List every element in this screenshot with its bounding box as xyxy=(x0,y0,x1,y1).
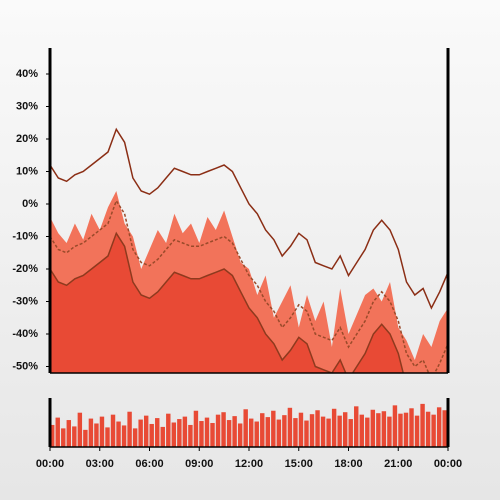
bar xyxy=(121,425,127,447)
bar xyxy=(381,411,387,447)
bar xyxy=(309,414,315,447)
bar xyxy=(271,410,276,447)
bar xyxy=(221,412,226,447)
bar xyxy=(188,424,193,447)
bar xyxy=(143,415,149,447)
bar xyxy=(304,420,309,447)
bar xyxy=(237,423,243,447)
plot-area xyxy=(50,127,448,373)
bar xyxy=(249,418,254,447)
bar xyxy=(287,407,293,447)
bar xyxy=(254,421,259,447)
bar xyxy=(354,406,359,447)
bar xyxy=(276,419,282,447)
bar xyxy=(315,410,320,447)
y-tick-label: -30% xyxy=(12,295,38,307)
line xyxy=(50,199,448,373)
bar xyxy=(431,414,436,447)
bar xyxy=(204,417,210,447)
bar xyxy=(116,421,121,447)
x-tick-label: 03:00 xyxy=(86,458,114,470)
y-tick-label: -50% xyxy=(12,360,38,372)
y-tick-label: -10% xyxy=(12,230,38,242)
bar xyxy=(293,418,298,447)
y-tick-label: 10% xyxy=(16,165,38,177)
y-tick-label: -20% xyxy=(12,263,38,275)
bar xyxy=(420,403,425,447)
bar xyxy=(77,412,83,447)
x-tick-label: 06:00 xyxy=(135,458,163,470)
bar xyxy=(171,422,177,447)
bar xyxy=(243,409,248,447)
y-tick-label: -40% xyxy=(12,328,38,340)
line xyxy=(50,127,448,310)
bar xyxy=(442,410,447,447)
bar xyxy=(83,429,88,447)
bar xyxy=(66,420,72,447)
y-tick-label: 40% xyxy=(16,68,38,80)
bar xyxy=(392,405,398,447)
bar xyxy=(193,410,199,447)
x-tick-label: 12:00 xyxy=(235,458,263,470)
bar xyxy=(320,416,326,447)
bar xyxy=(99,416,105,447)
bar xyxy=(182,416,188,447)
bar xyxy=(436,407,442,447)
x-tick-label: 00:00 xyxy=(434,458,462,470)
bar xyxy=(88,418,94,447)
bar xyxy=(359,414,364,447)
bar xyxy=(409,408,414,447)
bar xyxy=(331,408,337,447)
bar xyxy=(160,426,165,447)
bar xyxy=(398,413,403,447)
bar xyxy=(127,411,132,447)
bar xyxy=(282,415,287,447)
bar xyxy=(149,423,154,447)
x-tick-label: 09:00 xyxy=(185,458,213,470)
bar xyxy=(210,422,215,447)
bar xyxy=(387,416,392,447)
area xyxy=(50,233,404,373)
bar xyxy=(110,414,116,447)
bar xyxy=(132,428,138,447)
bar xyxy=(155,418,160,447)
bar xyxy=(226,420,232,447)
bar xyxy=(94,423,99,447)
x-tick-label: 21:00 xyxy=(384,458,412,470)
bar xyxy=(232,416,237,447)
bar xyxy=(365,417,370,447)
bar xyxy=(215,414,221,447)
bar xyxy=(72,426,77,447)
line xyxy=(50,231,404,373)
bar xyxy=(177,419,182,447)
x-tick-label: 15:00 xyxy=(285,458,313,470)
bar xyxy=(403,412,409,447)
bar xyxy=(370,409,376,447)
bar xyxy=(298,412,304,447)
bar xyxy=(138,419,143,447)
bar xyxy=(50,424,55,447)
bar xyxy=(61,428,66,447)
bar xyxy=(105,427,110,447)
bar xyxy=(414,415,420,447)
x-tick-label: 18:00 xyxy=(334,458,362,470)
bar xyxy=(166,413,171,447)
bar xyxy=(348,419,353,447)
bar xyxy=(326,418,331,447)
y-tick-label: 0% xyxy=(22,198,38,210)
bar xyxy=(425,411,431,447)
bar xyxy=(376,413,381,447)
bar xyxy=(199,421,204,447)
bar xyxy=(337,415,342,447)
bar xyxy=(55,417,60,447)
bar xyxy=(260,413,265,447)
bar xyxy=(265,417,271,447)
y-tick-label: 20% xyxy=(16,133,38,145)
y-tick-label: 30% xyxy=(16,100,38,112)
x-tick-label: 00:00 xyxy=(36,458,64,470)
bar xyxy=(342,412,348,447)
